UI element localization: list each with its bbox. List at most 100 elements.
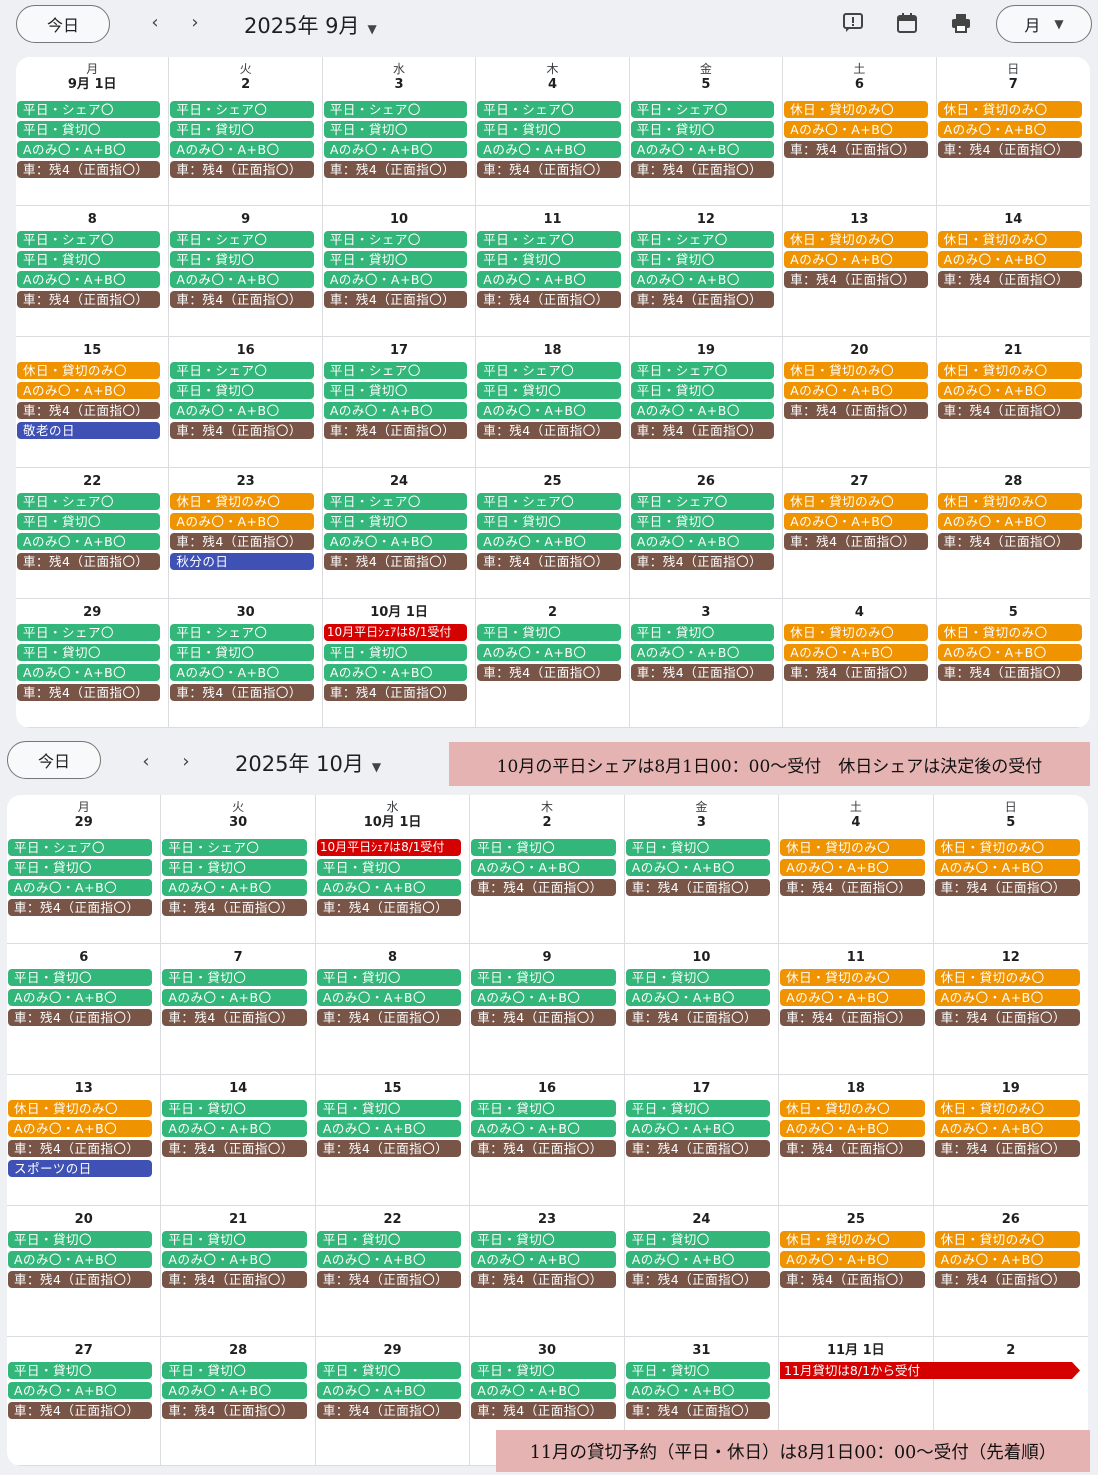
day-number[interactable]: 25 (846, 1212, 865, 1227)
event-chip[interactable]: Aのみ〇・A+B〇 (937, 251, 1082, 268)
day-cell[interactable]: 28 平日・貸切〇 Aのみ〇・A+B〇 車：残4（正面指〇） (161, 1337, 316, 1466)
event-chip[interactable]: 車：残4（正面指〇） (8, 1271, 153, 1288)
day-cell[interactable]: 27 休日・貸切のみ〇 Aのみ〇・A+B〇 車：残4（正面指〇） (783, 468, 937, 599)
event-chip[interactable]: 車：残4（正面指〇） (471, 1271, 616, 1288)
event-chip[interactable]: 休日・貸切のみ〇 (784, 231, 928, 248)
day-number[interactable]: 29 (383, 1343, 402, 1358)
event-chip[interactable]: 平日・貸切〇 (625, 969, 771, 986)
event-chip[interactable]: 平日・貸切〇 (477, 251, 621, 268)
event-chip[interactable]: スポーツの日 (8, 1160, 153, 1177)
event-chip[interactable]: 車：残4（正面指〇） (170, 684, 314, 701)
event-chip[interactable]: 平日・貸切〇 (323, 513, 468, 530)
event-chip[interactable]: Aのみ〇・A+B〇 (630, 533, 775, 550)
event-chip[interactable]: 車：残4（正面指〇） (17, 684, 161, 701)
print-icon[interactable] (950, 12, 972, 34)
day-number[interactable]: 10 (390, 212, 409, 227)
day-cell[interactable]: 16 平日・貸切〇 Aのみ〇・A+B〇 車：残4（正面指〇） (470, 1075, 625, 1206)
event-chip[interactable]: Aのみ〇・A+B〇 (780, 1251, 925, 1268)
day-cell[interactable]: 12 平日・シェア〇 平日・貸切〇 Aのみ〇・A+B〇 車：残4（正面指〇） (629, 206, 784, 337)
event-chip[interactable]: Aのみ〇・A+B〇 (316, 989, 462, 1006)
day-cell[interactable]: 8 平日・シェア〇 平日・貸切〇 Aのみ〇・A+B〇 車：残4（正面指〇） (16, 206, 170, 337)
event-chip[interactable]: 休日・貸切のみ〇 (780, 969, 925, 986)
day-number[interactable]: 23 (236, 474, 255, 489)
event-chip[interactable]: Aのみ〇・A+B〇 (937, 644, 1082, 661)
event-chip[interactable]: 平日・貸切〇 (8, 1231, 153, 1248)
event-chip[interactable]: 平日・貸切〇 (625, 1231, 771, 1248)
event-chip[interactable]: Aのみ〇・A+B〇 (934, 1251, 1080, 1268)
event-chip[interactable]: 平日・貸切〇 (316, 1362, 462, 1379)
day-cell[interactable]: 28 休日・貸切のみ〇 Aのみ〇・A+B〇 車：残4（正面指〇） (936, 468, 1090, 599)
day-number[interactable]: 9月 1日 (67, 77, 117, 92)
event-chip[interactable]: 車：残4（正面指〇） (630, 291, 775, 308)
day-number[interactable]: 30 (537, 1343, 557, 1358)
event-chip[interactable]: Aのみ〇・A+B〇 (162, 1251, 307, 1268)
event-chip[interactable]: 車：残4（正面指〇） (162, 1271, 307, 1288)
event-chip[interactable]: 平日・貸切〇 (625, 1100, 771, 1117)
day-number[interactable]: 30 (236, 605, 255, 620)
event-chip[interactable]: 車：残4（正面指〇） (471, 1402, 616, 1419)
event-chip[interactable]: Aのみ〇・A+B〇 (937, 382, 1082, 399)
event-chip[interactable]: 車：残4（正面指〇） (784, 271, 928, 288)
day-cell[interactable]: 月 29 平日・シェア〇 平日・貸切〇 Aのみ〇・A+B〇 車：残4（正面指〇） (7, 795, 162, 944)
day-cell[interactable]: 17 平日・貸切〇 Aのみ〇・A+B〇 車：残4（正面指〇） (624, 1075, 780, 1206)
day-cell[interactable]: 30 平日・貸切〇 Aのみ〇・A+B〇 車：残4（正面指〇） (470, 1337, 625, 1466)
event-chip[interactable]: Aのみ〇・A+B〇 (625, 1382, 771, 1399)
day-number[interactable]: 16 (537, 1081, 557, 1096)
event-chip[interactable]: Aのみ〇・A+B〇 (471, 1382, 616, 1399)
event-chip[interactable]: 車：残4（正面指〇） (323, 553, 468, 570)
day-cell[interactable]: 木 4 平日・シェア〇 平日・貸切〇 Aのみ〇・A+B〇 車：残4（正面指〇） (476, 57, 630, 206)
day-cell[interactable]: 土 4 休日・貸切のみ〇 Aのみ〇・A+B〇 車：残4（正面指〇） (779, 795, 934, 944)
day-cell[interactable]: 日 5 休日・貸切のみ〇 Aのみ〇・A+B〇 車：残4（正面指〇） (933, 795, 1088, 944)
day-cell[interactable]: 25 平日・シェア〇 平日・貸切〇 Aのみ〇・A+B〇 車：残4（正面指〇） (476, 468, 630, 599)
day-number[interactable]: 15 (83, 343, 102, 358)
day-number[interactable]: 22 (83, 474, 102, 489)
day-number[interactable]: 28 (1004, 474, 1023, 489)
event-chip[interactable]: 車：残4（正面指〇） (937, 141, 1082, 158)
day-number[interactable]: 10 (692, 950, 711, 965)
event-chip[interactable]: 車：残4（正面指〇） (323, 684, 468, 701)
event-chip[interactable]: 平日・貸切〇 (630, 121, 775, 138)
event-chip[interactable]: 平日・貸切〇 (17, 251, 161, 268)
event-chip[interactable]: Aのみ〇・A+B〇 (630, 271, 775, 288)
day-number[interactable]: 23 (537, 1212, 557, 1227)
event-chip[interactable]: 平日・シェア〇 (162, 839, 307, 856)
day-number[interactable]: 26 (696, 474, 715, 489)
event-chip[interactable]: Aのみ〇・A+B〇 (170, 513, 314, 530)
event-chip[interactable]: 休日・貸切のみ〇 (784, 493, 928, 510)
event-chip[interactable]: 車：残4（正面指〇） (477, 553, 621, 570)
month-title[interactable]: 2025年 9月 ▼ (244, 10, 377, 40)
day-number[interactable]: 22 (383, 1212, 402, 1227)
event-chip[interactable]: 車：残4（正面指〇） (477, 291, 621, 308)
event-chip[interactable]: 車：残4（正面指〇） (780, 1140, 925, 1157)
event-chip[interactable]: 車：残4（正面指〇） (937, 664, 1082, 681)
event-chip[interactable]: Aのみ〇・A+B〇 (784, 644, 928, 661)
event-chip[interactable]: 車：残4（正面指〇） (17, 291, 161, 308)
day-number[interactable]: 2 (547, 605, 558, 620)
day-cell[interactable]: 5 休日・貸切のみ〇 Aのみ〇・A+B〇 車：残4（正面指〇） (936, 599, 1090, 728)
event-chip[interactable]: 平日・貸切〇 (471, 1100, 616, 1117)
day-cell[interactable]: 15 平日・貸切〇 Aのみ〇・A+B〇 車：残4（正面指〇） (315, 1075, 471, 1206)
event-chip[interactable]: 車：残4（正面指〇） (780, 1271, 925, 1288)
event-chip[interactable]: 車：残4（正面指〇） (17, 161, 161, 178)
day-number[interactable]: 25 (543, 474, 562, 489)
event-chip[interactable]: Aのみ〇・A+B〇 (17, 141, 161, 158)
event-chip[interactable]: 平日・シェア〇 (17, 624, 161, 641)
event-chip[interactable]: 平日・貸切〇 (170, 644, 314, 661)
event-chip[interactable]: 車：残4（正面指〇） (8, 1140, 153, 1157)
day-number[interactable]: 8 (388, 950, 398, 965)
event-chip[interactable]: Aのみ〇・A+B〇 (625, 1251, 771, 1268)
day-cell[interactable]: 月 9月 1日 平日・シェア〇 平日・貸切〇 Aのみ〇・A+B〇 車：残4（正面指〇） (16, 57, 170, 206)
event-chip[interactable]: 車：残4（正面指〇） (477, 161, 621, 178)
day-cell[interactable]: 30 平日・シェア〇 平日・貸切〇 Aのみ〇・A+B〇 車：残4（正面指〇） (169, 599, 323, 728)
event-chip[interactable]: 休日・貸切のみ〇 (780, 839, 925, 856)
event-chip[interactable]: 平日・貸切〇 (316, 969, 462, 986)
event-chip[interactable]: 平日・シェア〇 (323, 231, 468, 248)
event-chip[interactable]: 車：残4（正面指〇） (170, 291, 314, 308)
day-cell[interactable]: 26 休日・貸切のみ〇 Aのみ〇・A+B〇 車：残4（正面指〇） (933, 1206, 1088, 1337)
event-chip[interactable]: 休日・貸切のみ〇 (780, 1100, 925, 1117)
event-chip[interactable]: 車：残4（正面指〇） (323, 291, 468, 308)
span-event-november-charter[interactable]: 11月貸切は8/1から受付 (780, 1362, 1080, 1379)
day-cell[interactable]: 18 平日・シェア〇 平日・貸切〇 Aのみ〇・A+B〇 車：残4（正面指〇） (476, 337, 630, 468)
event-chip[interactable]: 車：残4（正面指〇） (625, 1140, 771, 1157)
day-number[interactable]: 11 (846, 950, 865, 965)
